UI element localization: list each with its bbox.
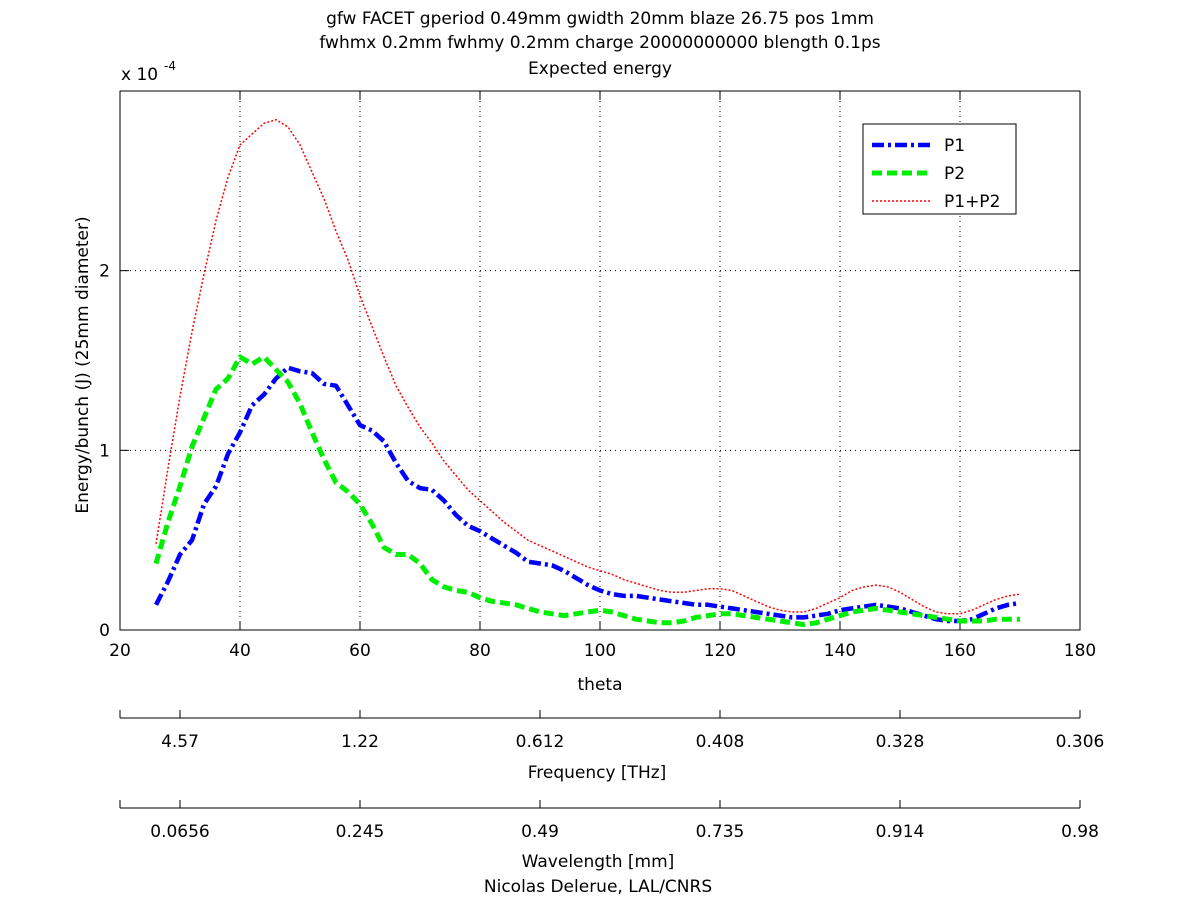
legend-box xyxy=(862,123,1017,215)
secondary-tick-label: 0.914 xyxy=(876,822,925,842)
secondary-tick-label: 0.245 xyxy=(336,822,385,842)
secondary-tick-label: 0.49 xyxy=(521,822,559,842)
secondary-tick-label: 1.22 xyxy=(341,732,379,752)
series-line-p1 xyxy=(153,365,1021,624)
x-tick-label: 120 xyxy=(704,641,736,661)
secondary-tick-label: 0.612 xyxy=(516,732,565,752)
y-multiplier-label: x 10 xyxy=(121,65,158,85)
x-tick-label: 40 xyxy=(229,641,251,661)
secondary-tick-label: 0.328 xyxy=(876,732,925,752)
series-lines xyxy=(153,118,1021,628)
axis-ticks: 20 40 60 80 100 120 140 160 180 0 1 2 xyxy=(99,91,1096,661)
secondary-tick-label: 4.57 xyxy=(161,732,199,752)
y-tick-label: 0 xyxy=(99,621,110,641)
x-axis-label: theta xyxy=(578,675,623,695)
secondary-tick-label: 0.408 xyxy=(696,732,745,752)
legend-label: P1 xyxy=(944,136,965,156)
credit-label: Nicolas Delerue, LAL/CNRS xyxy=(484,877,712,897)
legend-label: P2 xyxy=(944,164,965,184)
chart-title-line-3: Expected energy xyxy=(528,59,672,79)
x-tick-label: 100 xyxy=(584,641,616,661)
legend: P1 P2 P1+P2 xyxy=(862,123,1017,215)
y-axis-label: Energy/bunch (J) (25mm diameter) xyxy=(73,216,93,513)
secondary-tick-label: 0.735 xyxy=(696,822,745,842)
series-line-p1-plus-p2 xyxy=(155,118,1021,615)
grid-lines xyxy=(120,91,1080,630)
secondary-tick-label: 0.98 xyxy=(1061,822,1099,842)
x-tick-label: 180 xyxy=(1064,641,1096,661)
y-tick-label: 2 xyxy=(99,262,110,282)
x-tick-label: 80 xyxy=(469,641,491,661)
legend-label: P1+P2 xyxy=(944,192,1000,212)
frequency-axis: 4.57 1.22 0.612 0.408 0.328 0.306 Frequency [… xyxy=(119,710,1105,783)
wavelength-axis: 0.0656 0.245 0.49 0.735 0.914 0.98 Wavelength… xyxy=(119,800,1099,872)
x-tick-label: 140 xyxy=(824,641,856,661)
frequency-axis-label: Frequency [THz] xyxy=(528,763,667,783)
x-tick-label: 160 xyxy=(944,641,976,661)
x-tick-label: 60 xyxy=(349,641,371,661)
y-multiplier-exponent: -4 xyxy=(164,59,176,73)
series-line-p2 xyxy=(153,354,1020,628)
secondary-tick-label: 0.0656 xyxy=(150,822,209,842)
y-tick-label: 1 xyxy=(99,441,110,461)
chart-title-line-2: fwhmx 0.2mm fwhmy 0.2mm charge 200000000… xyxy=(319,33,880,53)
x-tick-label: 20 xyxy=(109,641,131,661)
secondary-tick-label: 0.306 xyxy=(1056,732,1105,752)
wavelength-axis-label: Wavelength [mm] xyxy=(522,852,675,872)
chart-title-line-1: gfw FACET gperiod 0.49mm gwidth 20mm bla… xyxy=(326,9,874,29)
